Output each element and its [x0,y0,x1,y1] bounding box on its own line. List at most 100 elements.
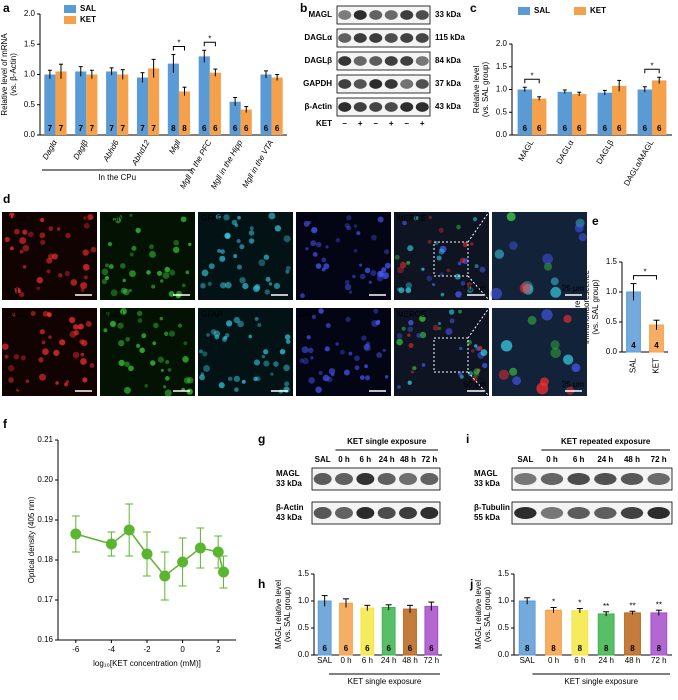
n-label: 6 [244,124,249,133]
micrograph-cell [28,231,34,238]
micrograph-cell [376,352,383,358]
micrograph-cell [506,212,516,222]
y-tick-label: 0.5 [24,100,36,109]
blot-band [335,473,353,485]
blot-band [338,33,352,43]
micrograph-cell [315,241,322,248]
micrograph-cell [103,328,108,333]
significance-label: ** [629,601,635,610]
micrograph-cell [310,356,314,360]
micrograph-cell [167,368,172,372]
micrograph-cell [39,329,45,335]
micrograph-cell [40,218,45,222]
micrograph-cell [183,341,188,346]
micrograph-cell [181,283,186,288]
n-label: 6 [657,124,662,133]
significance-bracket [524,78,540,84]
blot-band [594,473,617,485]
micrograph-cell [475,346,480,351]
blot-band [415,33,429,43]
micrograph-cell [219,255,226,262]
micrograph-cell [225,320,233,327]
x-axis-label: KET single exposure [564,677,638,686]
micrograph-cell [315,263,322,269]
legend-swatch [64,5,76,13]
legend-label: SAL [534,6,550,15]
micrograph-cell [416,333,422,338]
channel-label: MAGL [5,310,28,319]
x-tick-label: -2 [143,645,151,654]
y-tick-label: 1.0 [24,70,36,79]
blot-band [335,507,353,519]
significance-bracket [172,46,185,51]
panel-letter: g [258,432,265,446]
micrograph [394,212,489,300]
micrograph-cell [378,270,384,277]
micrograph-cell [438,326,442,331]
micrograph-cell [220,282,227,289]
micrograph-cell [146,270,151,275]
blot-row-label: MAGL [308,10,332,19]
blot-row-size: 43 kDa [276,513,302,522]
micrograph-cell [382,348,386,352]
n-label: 8 [630,644,635,653]
micrograph-cell [574,223,584,233]
blot-row-label: β-Actin [304,102,332,111]
micrograph-cell [321,257,327,263]
row-label: KET [5,383,21,392]
channel-label: NeuN [103,310,124,319]
micrograph-cell [323,263,330,270]
y-tick-label: 1.5 [498,569,510,578]
micrograph-cell [470,349,475,353]
micrograph-cell [472,375,478,382]
micrograph-cell [273,282,281,290]
micrograph-cell [199,349,204,354]
y-tick-label: 1.0 [298,596,310,605]
channel-label: MERGE [397,214,426,223]
n-label: 6 [275,124,280,133]
bar [136,77,149,135]
micrograph-cell [550,340,560,350]
n-label: 4 [654,341,659,350]
micrograph-cell [156,270,163,276]
x-tick-label: DAGLβ [595,138,616,166]
n-label: 6 [429,644,434,653]
blot-band [384,79,398,89]
micrograph-cell [344,223,350,229]
micrograph-cell [129,270,136,278]
n-label: 6 [344,644,349,653]
micrograph-cell [311,226,318,234]
micrograph-cell [105,311,111,317]
y-tick-label: 1.0 [498,596,510,605]
micrograph-cell [68,316,76,324]
blot-row-label: β-Actin [276,503,304,512]
micrograph-cell [335,238,341,243]
micrograph-cell [402,220,407,226]
bar [198,56,210,135]
micrograph-cell [148,244,154,250]
micrograph-cell [104,275,110,281]
micrograph-cell [474,344,478,348]
micrograph-cell [101,278,108,285]
error-bar [233,96,238,106]
error-bar [202,49,207,63]
micrograph-cell [477,368,481,372]
micrograph-cell [326,376,333,383]
micrograph-cell [152,341,157,346]
micrograph-cell [371,234,377,241]
n-label: 6 [213,124,218,133]
micrograph [198,308,293,396]
micrograph-cell [207,281,212,286]
blot-row-size: 84 kDa [435,56,461,65]
error-bar [213,68,218,77]
micrograph-cell [182,356,189,363]
blot-band [594,507,617,519]
n-label: 7 [90,124,95,133]
micrograph-cell [128,365,134,372]
blot-row-label: GAPDH [303,79,332,88]
micrograph-cell [64,271,70,277]
micrograph-cell [123,288,130,296]
significance-label: * [578,599,581,608]
micrograph-cell [343,369,350,376]
blot-lane-label: 48 h [624,455,640,464]
